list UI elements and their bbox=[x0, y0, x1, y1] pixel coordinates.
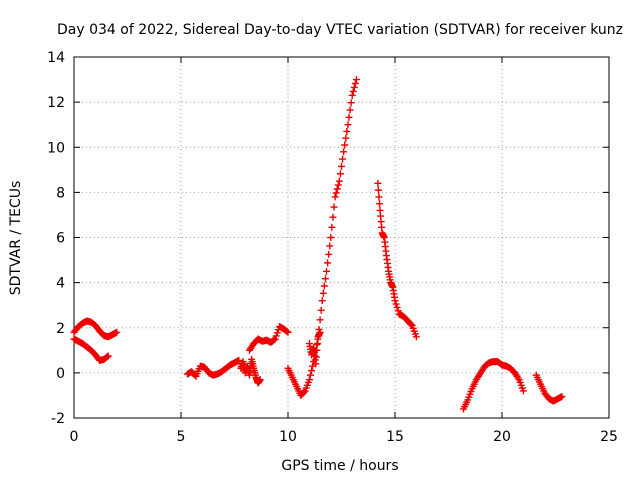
data-point bbox=[347, 99, 355, 107]
series-segment-1a bbox=[70, 317, 121, 341]
data-point bbox=[341, 141, 349, 149]
y-tick-label: 2 bbox=[56, 321, 65, 337]
y-axis-label: SDTVAR / TECUs bbox=[8, 181, 24, 296]
data-point bbox=[338, 162, 345, 170]
series-segment-3 bbox=[237, 355, 264, 387]
data-point bbox=[330, 203, 338, 211]
data-point bbox=[342, 134, 350, 142]
data-point bbox=[346, 106, 354, 114]
series-segment-6 bbox=[374, 179, 420, 341]
series-segment-8 bbox=[532, 371, 566, 405]
data-point bbox=[235, 356, 243, 364]
series-segment-5b bbox=[305, 328, 324, 368]
data-point bbox=[316, 316, 324, 324]
x-tick-label: 0 bbox=[70, 429, 79, 445]
grid-lines bbox=[74, 57, 609, 418]
data-point bbox=[333, 185, 341, 193]
data-point bbox=[412, 333, 420, 341]
data-point bbox=[375, 193, 383, 201]
data-point bbox=[320, 282, 328, 290]
data-point bbox=[350, 83, 358, 91]
data-point bbox=[256, 376, 264, 384]
data-point bbox=[392, 300, 400, 308]
data-point bbox=[326, 242, 334, 250]
data-point bbox=[312, 353, 320, 361]
data-point bbox=[104, 352, 112, 360]
x-tick-label: 25 bbox=[600, 429, 618, 445]
chart-title: Day 034 of 2022, Sidereal Day-to-day VTE… bbox=[57, 22, 623, 38]
data-point bbox=[348, 91, 356, 99]
data-point bbox=[393, 303, 401, 311]
data-point bbox=[316, 328, 324, 336]
data-point bbox=[300, 388, 308, 396]
data-point bbox=[270, 336, 278, 344]
data-point bbox=[519, 387, 527, 395]
data-point bbox=[352, 76, 360, 84]
x-tick-label: 20 bbox=[493, 429, 511, 445]
axes: 0 5 10 15 20 25 -2 0 2 4 6 8 10 12 14 bbox=[47, 50, 618, 445]
data-point bbox=[391, 297, 399, 305]
y-tick-label: -2 bbox=[51, 411, 65, 427]
x-axis-label: GPS time / hours bbox=[281, 458, 398, 474]
data-point bbox=[273, 329, 281, 337]
data-point bbox=[336, 170, 344, 178]
data-point bbox=[374, 186, 382, 194]
data-point bbox=[328, 223, 336, 231]
data-point bbox=[334, 181, 342, 189]
data-point bbox=[332, 189, 340, 197]
data-point bbox=[325, 250, 333, 258]
series-segment-2 bbox=[183, 356, 243, 380]
series-segment-7 bbox=[459, 358, 527, 413]
data-point bbox=[318, 297, 326, 305]
data-point bbox=[345, 113, 353, 121]
y-tick-label: 4 bbox=[56, 276, 65, 292]
data-point bbox=[306, 371, 314, 379]
data-point bbox=[283, 327, 291, 335]
data-point bbox=[375, 200, 383, 208]
data-point bbox=[335, 177, 343, 185]
data-point bbox=[113, 328, 121, 336]
data-point bbox=[331, 193, 339, 201]
data-point bbox=[324, 259, 332, 267]
data-point bbox=[271, 335, 279, 343]
data-point bbox=[558, 393, 566, 401]
y-tick-label: 12 bbox=[47, 95, 65, 111]
data-point bbox=[329, 213, 337, 221]
y-tick-label: 0 bbox=[56, 366, 65, 382]
data-point bbox=[394, 307, 402, 315]
data-point bbox=[327, 234, 335, 241]
data-point bbox=[351, 80, 359, 88]
data-point bbox=[103, 353, 111, 361]
data-point bbox=[313, 346, 321, 354]
data-point bbox=[305, 376, 313, 384]
data-point bbox=[308, 367, 316, 375]
data-point bbox=[321, 275, 329, 283]
data-point bbox=[344, 121, 352, 129]
x-tick-label: 5 bbox=[177, 429, 186, 445]
data-point bbox=[323, 267, 331, 275]
y-tick-label: 10 bbox=[47, 140, 65, 156]
data-point bbox=[272, 332, 280, 340]
y-tick-label: 6 bbox=[56, 231, 65, 247]
data-point bbox=[374, 179, 382, 187]
y-tick-label: 8 bbox=[56, 185, 65, 201]
data-point bbox=[343, 127, 351, 135]
data-point bbox=[339, 155, 347, 163]
y-tick-label: 14 bbox=[47, 50, 65, 66]
series-segment-1b bbox=[70, 335, 112, 364]
data-point bbox=[317, 306, 325, 314]
data-points bbox=[70, 76, 566, 413]
data-point bbox=[319, 289, 327, 297]
data-point bbox=[340, 148, 348, 156]
data-point bbox=[284, 328, 292, 336]
x-tick-label: 10 bbox=[279, 429, 297, 445]
series-segment-4 bbox=[245, 323, 292, 354]
x-tick-label: 15 bbox=[386, 429, 404, 445]
data-point bbox=[407, 320, 415, 328]
data-point bbox=[312, 360, 320, 368]
data-point bbox=[313, 340, 321, 348]
data-point bbox=[349, 87, 357, 95]
